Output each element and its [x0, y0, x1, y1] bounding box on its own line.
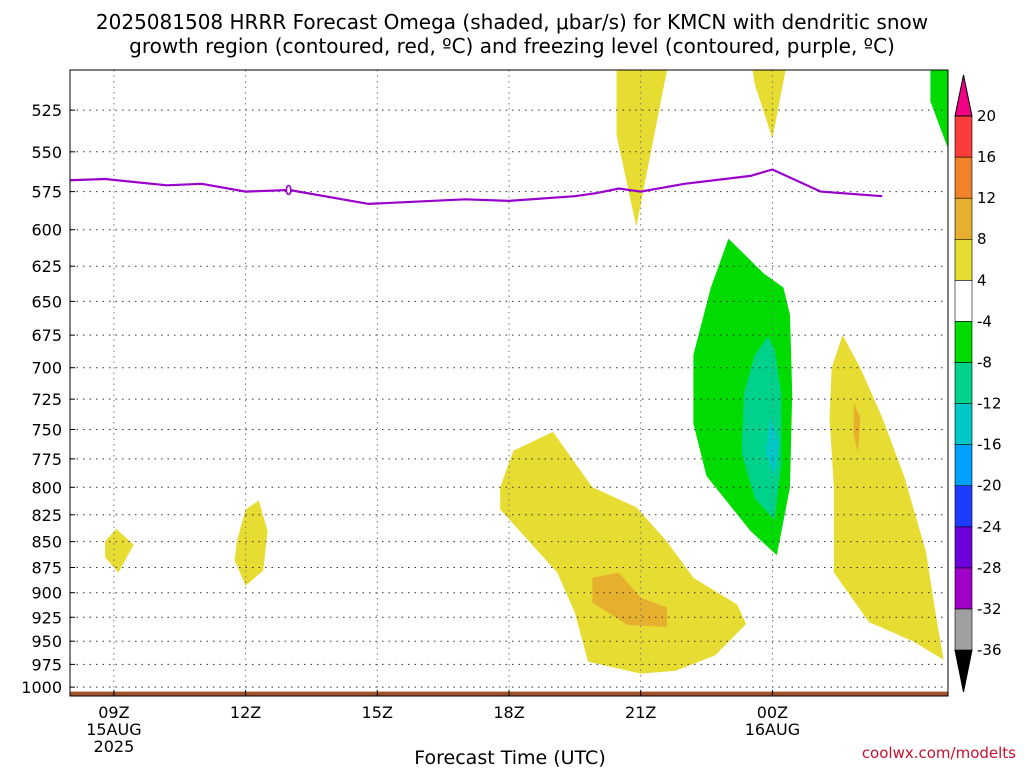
- colorbar-label-20: 20: [977, 107, 996, 125]
- freezing-level-label-marker: [285, 184, 292, 196]
- x-tick-label-00Z-1: 00Z: [757, 703, 788, 722]
- omega-region-9: [930, 70, 948, 149]
- y-tick-label-925: 925: [31, 608, 62, 627]
- freezing-level-line: [70, 168, 883, 206]
- colorbar-band-5: [954, 444, 973, 487]
- colorbar: -36 -32 -28 -24 -20 -16 -12 -8 -4 4 8 12 16 20: [954, 74, 1002, 693]
- y-tick-label-1000: 1000: [21, 678, 62, 697]
- y-tick-label-700: 700: [31, 359, 62, 378]
- colorbar-label--28: -28: [977, 559, 1002, 577]
- colorbar-band-2: [954, 567, 973, 610]
- y-tick-label-675: 675: [31, 326, 62, 345]
- colorbar-band-10: [954, 238, 973, 281]
- y-tick-label-800: 800: [31, 478, 62, 497]
- y-tick-label-525: 525: [31, 101, 62, 120]
- colorbar-band-8: [954, 321, 973, 363]
- colorbar-label-8: 8: [977, 230, 987, 248]
- omega-shaded-fields: [105, 70, 948, 674]
- omega-region-7: [829, 335, 944, 660]
- omega-region-2: [752, 70, 786, 139]
- colorbar-band-3: [954, 526, 973, 569]
- colorbar-label--32: -32: [977, 600, 1002, 618]
- y-tick-label-850: 850: [31, 533, 62, 552]
- credit-link[interactable]: coolwx.com/modelts: [862, 744, 1016, 762]
- y-tick-label-950: 950: [31, 632, 62, 651]
- omega-region-8: [853, 402, 861, 454]
- colorbar-band-6: [954, 403, 973, 445]
- colorbar-extend-high: [954, 74, 973, 117]
- colorbar-label--20: -20: [977, 477, 1002, 495]
- y-tick-label-625: 625: [31, 257, 62, 276]
- grid-lines: [70, 70, 948, 696]
- colorbar-extend-low: [954, 649, 973, 693]
- colorbar-band-13: [954, 115, 973, 158]
- chart-title-line-2: growth region (contoured, red, ºC) and f…: [129, 34, 895, 58]
- omega-region-11: [741, 336, 782, 521]
- y-tick-label-825: 825: [31, 506, 62, 525]
- colorbar-label--8: -8: [977, 354, 992, 372]
- colorbar-label--16: -16: [977, 436, 1002, 454]
- colorbar-band-7: [954, 362, 973, 404]
- colorbar-label--12: -12: [977, 395, 1002, 413]
- y-tick-label-750: 750: [31, 421, 62, 440]
- colorbar-band-9: [954, 279, 973, 322]
- colorbar-band-1: [954, 608, 973, 651]
- omega-region-4: [234, 500, 268, 586]
- y-axis: 525 550 575 600 625 650 675 700 725 750 775 800 825 8…: [21, 101, 75, 697]
- colorbar-label-16: 16: [977, 148, 996, 166]
- omega-region-3: [105, 528, 134, 573]
- x-tick-label-12Z-1: 12Z: [230, 703, 261, 722]
- y-tick-label-650: 650: [31, 292, 62, 311]
- x-tick-label-21Z-1: 21Z: [625, 703, 656, 722]
- x-tick-label-15Z-1: 15Z: [362, 703, 393, 722]
- y-tick-label-875: 875: [31, 559, 62, 578]
- y-tick-label-725: 725: [31, 390, 62, 409]
- chart-title-line-1: 2025081508 HRRR Forecast Omega (shaded, …: [96, 10, 928, 34]
- x-axis-title: Forecast Time (UTC): [414, 747, 605, 768]
- x-tick-label-09Z-3: 2025: [94, 737, 135, 756]
- x-tick-label-18Z-1: 18Z: [493, 703, 524, 722]
- y-tick-label-975: 975: [31, 655, 62, 674]
- x-tick-label-00Z-2: 16AUG: [745, 720, 800, 739]
- x-tick-label-09Z-1: 09Z: [98, 703, 129, 722]
- omega-region-6: [592, 572, 667, 627]
- y-tick-label-900: 900: [31, 584, 62, 603]
- colorbar-band-12: [954, 156, 973, 199]
- colorbar-band-4: [954, 485, 973, 528]
- omega-region-12: [765, 417, 779, 476]
- freezing-level-series: [70, 168, 883, 206]
- y-tick-label-600: 600: [31, 221, 62, 240]
- colorbar-label-12: 12: [977, 189, 996, 207]
- colorbar-label--4: -4: [977, 312, 992, 330]
- colorbar-label--36: -36: [977, 641, 1002, 659]
- colorbar-band-11: [954, 197, 973, 240]
- y-tick-label-575: 575: [31, 183, 62, 202]
- omega-region-1: [616, 70, 667, 227]
- x-tick-label-09Z-2: 15AUG: [86, 720, 141, 739]
- colorbar-label-4: 4: [977, 271, 987, 289]
- y-tick-label-550: 550: [31, 143, 62, 162]
- colorbar-label--24: -24: [977, 518, 1002, 536]
- omega-region-5: [500, 431, 747, 674]
- y-tick-label-775: 775: [31, 450, 62, 469]
